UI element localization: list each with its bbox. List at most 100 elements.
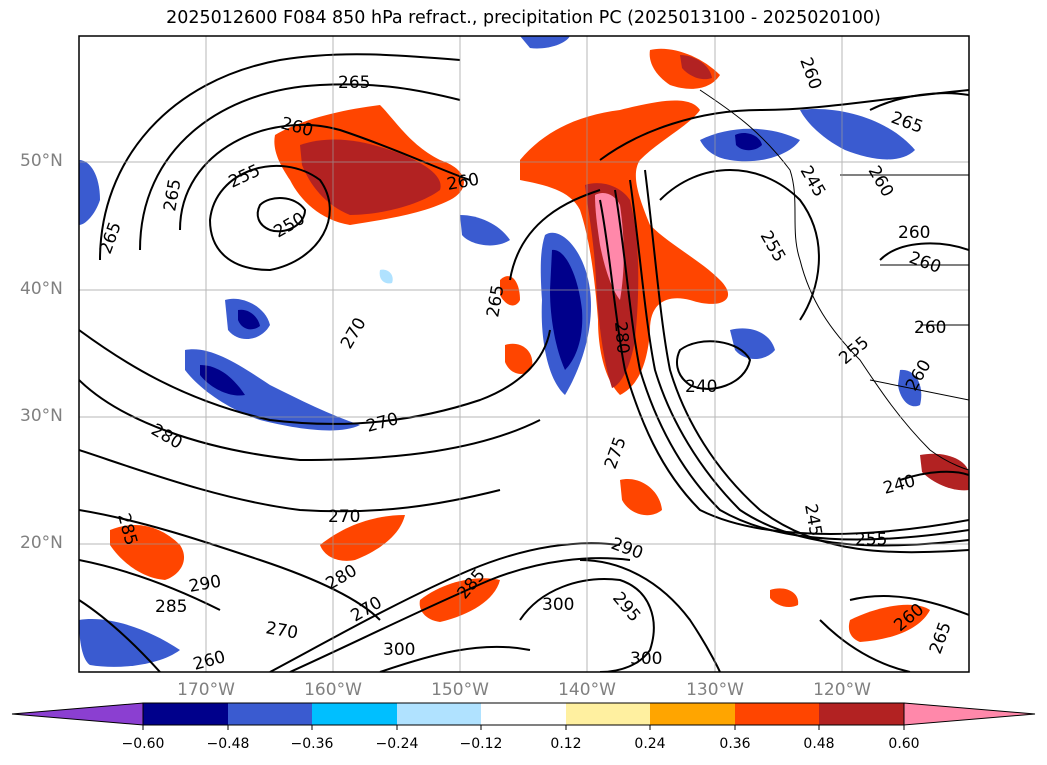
contour-line: [819, 619, 911, 672]
colorbar-segment: [819, 703, 904, 725]
gridlines: [79, 36, 969, 672]
coastlines: [699, 89, 969, 471]
border-line: [880, 264, 969, 326]
orange-region: [770, 588, 799, 608]
contour-line: [99, 53, 461, 261]
lon-label-140w: 140°W: [558, 680, 616, 700]
refractivity-contours: [79, 53, 969, 672]
blue-region: [79, 160, 100, 225]
dark-blue-region: [238, 309, 260, 330]
colorbar-frame: [142, 702, 905, 726]
contour-label: 280: [610, 321, 633, 355]
orange-region: [848, 604, 930, 642]
contour-line: [519, 578, 655, 672]
dark-blue-region: [735, 133, 762, 151]
map-title: 2025012600 F084 850 hPa refract., precip…: [166, 8, 881, 28]
blue-region: [79, 619, 180, 667]
colorbar-segment: [735, 703, 819, 725]
contour-line: [379, 645, 531, 672]
lon-label-130w: 130°W: [686, 680, 744, 700]
contour-line: [899, 470, 969, 481]
colorbar-label: 0.24: [634, 736, 666, 752]
colorbar-label: −0.60: [121, 736, 165, 752]
contour-label: 260: [914, 318, 946, 338]
colorbar-label: −0.48: [206, 736, 250, 752]
colorbar-high-extension: [903, 702, 1036, 726]
map-frame: [78, 35, 970, 673]
colorbar: [11, 702, 1036, 730]
contour-line: [869, 92, 969, 111]
contour-line: [179, 123, 471, 231]
blue-region: [520, 36, 570, 49]
contour-label: 260: [898, 223, 930, 243]
colorbar-segment: [312, 703, 397, 725]
blue-region: [800, 109, 915, 160]
lat-label-40n: 40°N: [20, 279, 63, 299]
lon-label-120w: 120°W: [813, 680, 871, 700]
colorbar-segment: [143, 703, 228, 725]
blue-region: [460, 215, 510, 246]
contour-line: [676, 340, 752, 390]
colorbar-segment: [650, 703, 735, 725]
contour-line: [614, 189, 969, 541]
colorbar-label: 0.12: [550, 736, 582, 752]
contour-line: [629, 179, 969, 547]
dark-blue-region: [200, 365, 245, 396]
border-line: [869, 379, 969, 401]
colorbar-label: 0.60: [888, 736, 920, 752]
lat-label-50n: 50°N: [20, 151, 63, 171]
contour-line: [79, 599, 161, 672]
orange-region: [500, 276, 520, 306]
contour-label: 300: [630, 649, 662, 669]
colorbar-label: 0.48: [803, 736, 835, 752]
colorbar-low-extension: [11, 702, 144, 726]
negative-precip-regions: [79, 36, 922, 667]
contour-line: [79, 379, 541, 462]
colorbar-segment: [566, 703, 650, 725]
contour-line: [208, 164, 331, 272]
colorbar-segment: [481, 703, 566, 725]
blue-region: [185, 349, 360, 431]
contour-label: 255: [855, 530, 887, 550]
contour-line: [599, 199, 969, 535]
contour-label: 300: [383, 640, 415, 660]
lon-label-160w: 160°W: [304, 680, 362, 700]
lon-label-170w: 170°W: [177, 680, 235, 700]
lon-label-150w: 150°W: [431, 680, 489, 700]
contour-line: [849, 595, 969, 616]
colorbar-segment: [397, 703, 481, 725]
orange-region: [320, 515, 405, 561]
contour-line: [579, 559, 721, 672]
contour-label: 265: [338, 73, 370, 93]
orange-region: [620, 479, 662, 516]
contour-line: [139, 83, 461, 251]
contour-line: [879, 242, 969, 261]
contour-line: [644, 169, 969, 554]
contour-line: [659, 169, 820, 321]
dark-red-region: [300, 139, 441, 215]
contour-line: [79, 329, 551, 425]
pink-region: [595, 193, 624, 300]
dark-red-region: [680, 55, 712, 80]
lat-label-20n: 20°N: [20, 533, 63, 553]
orange-region: [505, 343, 533, 374]
colorbar-label: −0.12: [459, 736, 503, 752]
map-area: 265 260 255 250 265 265 260 265 260 255 …: [79, 36, 969, 672]
contour-label: 285: [155, 597, 187, 617]
lat-label-30n: 30°N: [20, 406, 63, 426]
contour-line: [79, 509, 381, 621]
colorbar-segment: [228, 703, 312, 725]
contour-line: [79, 449, 501, 513]
coastline: [699, 89, 969, 471]
light-blue-region: [379, 269, 393, 284]
contour-label: 300: [542, 595, 574, 615]
orange-region: [110, 525, 185, 580]
contour-label: 240: [685, 377, 717, 397]
colorbar-label: −0.36: [290, 736, 334, 752]
contour-label: 270: [328, 507, 360, 527]
dark-blue-region: [550, 249, 583, 370]
contour-line: [256, 197, 307, 233]
colorbar-label: −0.24: [375, 736, 419, 752]
contour-line: [509, 189, 601, 281]
